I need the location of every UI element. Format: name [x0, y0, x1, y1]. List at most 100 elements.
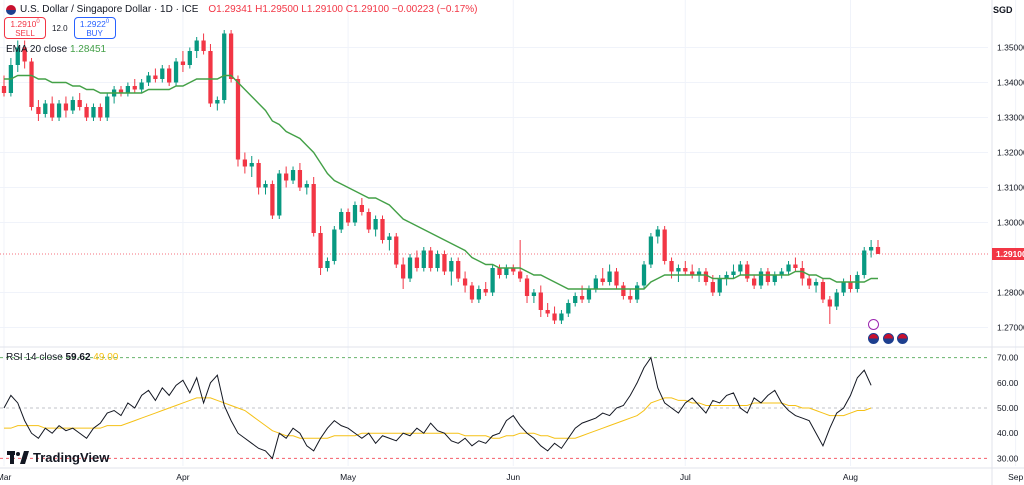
rsi-legend-value: 59.62 [65, 352, 91, 363]
trade-panel: 1.29100 SELL 12.0 1.29220 BUY [4, 17, 116, 39]
candle-body [690, 271, 695, 275]
sell-button[interactable]: 1.29100 SELL [4, 17, 46, 39]
candle-body [77, 100, 82, 107]
event-lightning-icon[interactable] [868, 319, 879, 330]
candle-body [841, 282, 846, 293]
candle-body [800, 268, 805, 279]
candle-body [449, 261, 454, 272]
candle-body [566, 303, 571, 314]
candle-body [22, 47, 27, 62]
candle-body [552, 313, 557, 321]
usd-sgd-flag-icon [6, 4, 16, 15]
candle-body [731, 271, 736, 275]
rsi-tick-label: 40.00 [997, 428, 1019, 438]
buy-button[interactable]: 1.29220 BUY [73, 17, 116, 39]
candle-body [428, 250, 433, 268]
candle-body [1, 86, 7, 93]
candle-body [793, 264, 798, 268]
candle-body [483, 289, 488, 293]
time-tick-label: Mar [0, 472, 11, 482]
rsi-legend[interactable]: RSI 14 close 59.62 49.00 [6, 352, 118, 363]
price-tick-label: 1.30000 [997, 218, 1024, 228]
candle-body [469, 285, 475, 300]
candle-body [758, 271, 764, 286]
price-axis: 1.35000 1.34000 1.33000 1.32000 1.31000 1.300… [997, 43, 1024, 333]
candle-body [304, 184, 309, 188]
candle-body [504, 268, 509, 275]
candle-body [311, 184, 316, 233]
candle-body [586, 289, 592, 300]
candle-body [50, 103, 55, 118]
candle-body [208, 51, 213, 104]
price-tick-label: 1.33000 [997, 113, 1024, 123]
candle-body [146, 75, 151, 83]
time-tick-label: Aug [843, 472, 858, 482]
candle-body [359, 205, 364, 212]
candle-body [235, 79, 241, 160]
candle-body [270, 184, 275, 216]
candle-body [318, 233, 323, 268]
event-us-flag-icon-1[interactable] [868, 333, 879, 344]
candle-body [228, 33, 234, 79]
candle-body [36, 107, 41, 114]
buy-label: BUY [86, 28, 103, 38]
candle-body [745, 264, 750, 279]
candle-body [277, 173, 282, 216]
buy-price: 1.2922 [79, 18, 106, 29]
candle-body [559, 313, 564, 321]
candle-body [105, 96, 110, 118]
candle-body [380, 219, 385, 240]
candle-body [518, 271, 523, 279]
brand-name: TradingView [33, 450, 110, 465]
ema-legend-value: 1.28451 [69, 44, 107, 55]
ema-legend[interactable]: EMA 20 close 1.28451 [6, 44, 106, 55]
candle-body [435, 254, 440, 268]
candle-body [703, 271, 709, 282]
candle-body [648, 236, 654, 265]
candle-body [462, 278, 468, 286]
candle-body [545, 310, 550, 314]
candle-body [222, 33, 227, 100]
currency-label[interactable]: SGD [993, 5, 1013, 15]
candle-body [710, 282, 715, 293]
candle-body [43, 103, 48, 114]
candle-body [56, 103, 62, 118]
candle-body [297, 170, 303, 188]
ohlc-values: O1.29341 H1.29500 L1.29100 C1.29100 −0.0… [208, 4, 478, 15]
time-tick-label: Sep [1008, 472, 1023, 482]
candle-body [524, 278, 530, 296]
symbol-title[interactable]: U.S. Dollar / Singapore Dollar · 1D · IC… [20, 4, 199, 15]
last-price-tag: 1.29100 [992, 248, 1024, 260]
event-us-flag-icon-3[interactable] [897, 333, 908, 344]
spread-value: 12.0 [52, 23, 68, 33]
candle-body [813, 282, 819, 286]
rsi-layer [3, 356, 872, 460]
rsi-ma-line [4, 397, 872, 439]
candle-body [63, 103, 69, 111]
candle-body [215, 100, 220, 104]
candles [1, 30, 881, 324]
candle-body [676, 268, 681, 272]
candle-body [593, 278, 598, 289]
candle-body [387, 236, 392, 240]
ema-legend-label: EMA 20 close [6, 44, 68, 55]
candle-body [490, 268, 495, 293]
candle-body [635, 285, 640, 300]
tradingview-logo[interactable]: TradingView [7, 450, 109, 465]
candle-body [332, 229, 337, 261]
candle-body [834, 292, 839, 307]
candle-body [180, 61, 186, 65]
event-us-flag-icon-2[interactable] [883, 333, 894, 344]
candle-body [531, 292, 537, 296]
candle-body [820, 282, 826, 300]
price-tick-label: 1.34000 [997, 78, 1024, 88]
candle-body [607, 271, 612, 282]
candle-body [875, 247, 881, 254]
rsi-axis: 70.00 60.00 50.00 40.00 30.00 [997, 353, 1019, 464]
candle-body [476, 289, 481, 300]
candle-body [848, 282, 853, 289]
candle-body [421, 250, 426, 268]
candle-body [242, 159, 247, 167]
